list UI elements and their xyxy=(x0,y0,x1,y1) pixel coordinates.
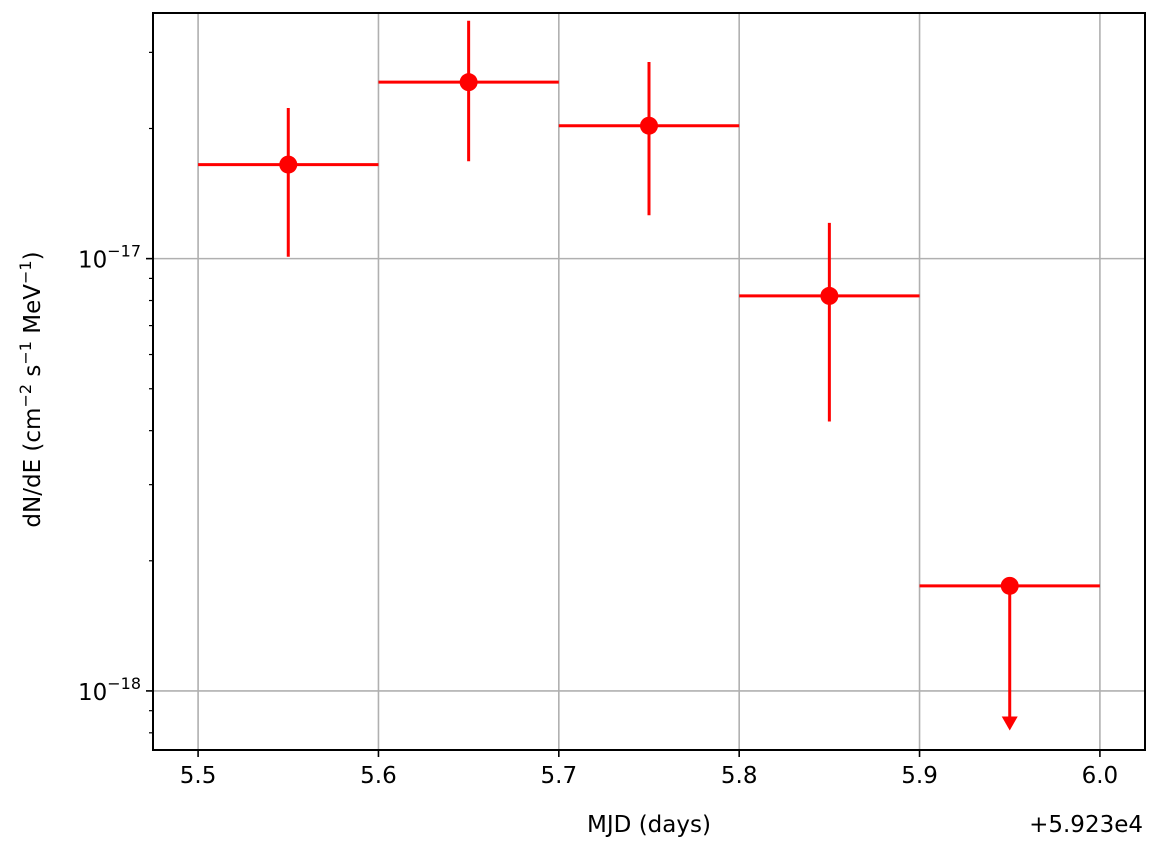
data-point-marker xyxy=(459,73,478,92)
y-axis-label-exp3: −1 xyxy=(16,260,35,284)
y-tick-label: 10−17 xyxy=(78,242,141,274)
y-axis-label-lead: dN/dE (cm xyxy=(20,408,46,528)
data-point-marker xyxy=(1000,576,1019,595)
data-point-marker xyxy=(279,155,298,174)
x-tick-label: 6.0 xyxy=(1082,763,1119,789)
axis-labels: MJD (days) +5.923e4 dN/dE (cm−2 s−1 MeV−… xyxy=(16,251,1143,838)
x-tick-label: 5.5 xyxy=(180,763,217,789)
data-series xyxy=(198,20,1100,731)
x-axis-label: MJD (days) xyxy=(587,812,711,838)
plot-area-frame xyxy=(152,12,1146,751)
y-axis-label-mid2: MeV xyxy=(20,284,46,341)
y-axis-label-tail: ) xyxy=(20,251,46,260)
y-tick-label: 10−18 xyxy=(78,674,141,706)
data-point-group xyxy=(739,222,920,422)
x-tick-label: 5.9 xyxy=(901,763,938,789)
x-tick-label: 5.8 xyxy=(721,763,758,789)
y-axis-label: dN/dE (cm−2 s−1 MeV−1) xyxy=(16,251,46,527)
y-axis-label-mid1: s xyxy=(20,365,46,384)
x-axis-offset-label: +5.923e4 xyxy=(1029,812,1143,838)
axis-ticks: 5.5 5.6 5.7 5.8 5.9 6.0 10−18 10−17 xyxy=(78,51,1119,789)
grid xyxy=(153,13,1145,750)
data-point-marker xyxy=(820,286,839,305)
upper-limit-arrow xyxy=(1001,716,1018,731)
y-axis-label-exp2: −1 xyxy=(16,341,35,365)
data-point-group xyxy=(558,62,740,216)
data-point-group xyxy=(378,20,559,162)
x-tick-label: 5.6 xyxy=(360,763,397,789)
y-axis-label-exp1: −2 xyxy=(16,384,35,408)
data-point-group xyxy=(198,108,379,257)
data-point-group xyxy=(919,576,1100,731)
x-tick-label: 5.7 xyxy=(541,763,578,789)
data-point-marker xyxy=(640,116,658,135)
